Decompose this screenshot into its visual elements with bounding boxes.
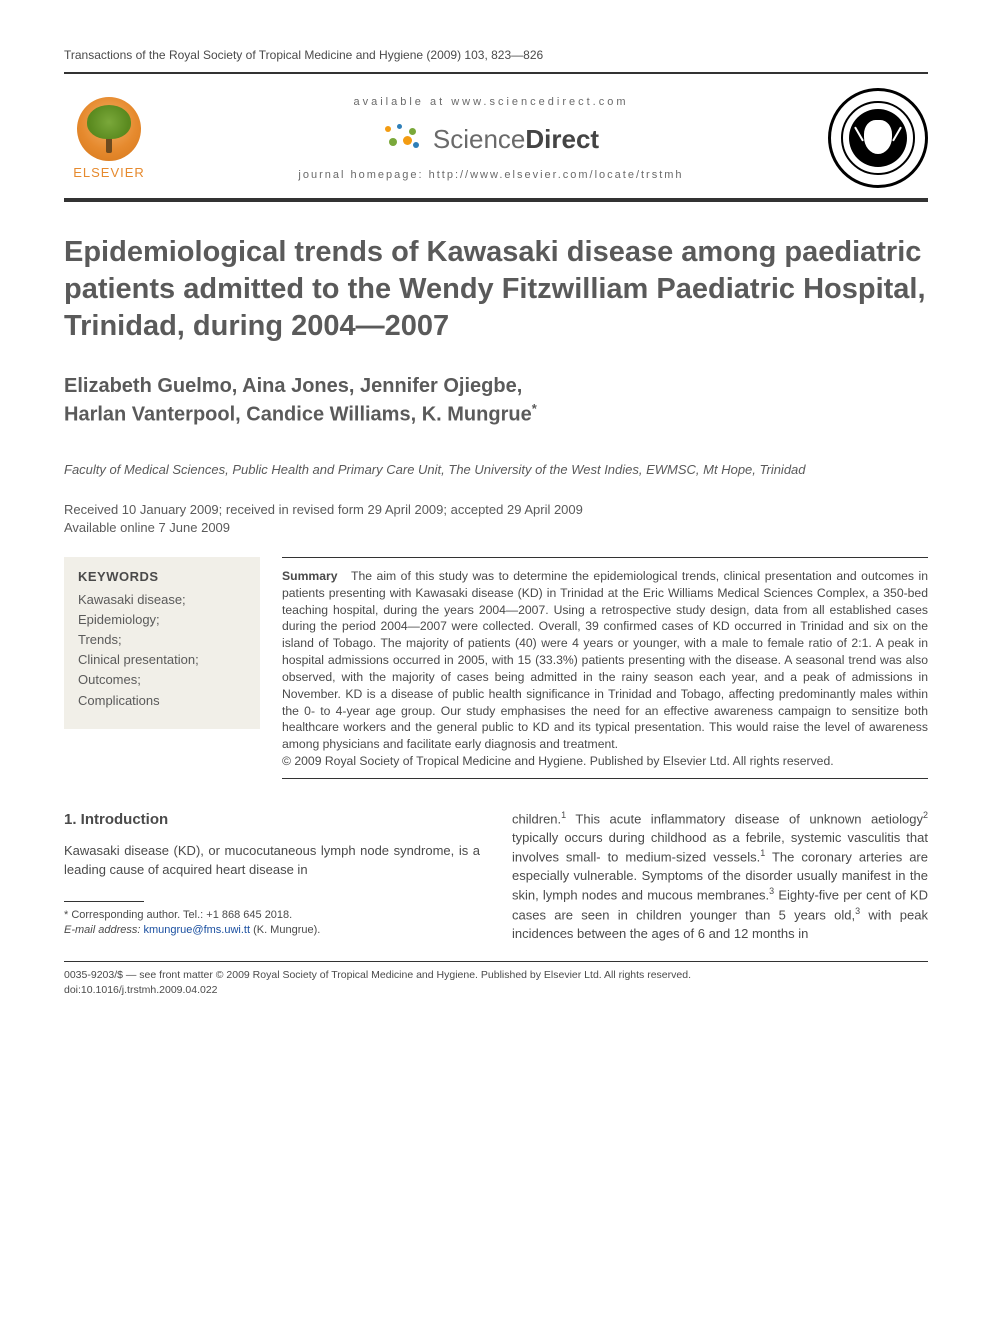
abstract-row: KEYWORDS Kawasaki disease; Epidemiology;…	[64, 557, 928, 779]
sd-word-bold: Direct	[525, 124, 599, 154]
sciencedirect-dots-icon	[383, 124, 423, 154]
footer-rule	[64, 961, 928, 962]
sd-dot	[397, 124, 402, 129]
sd-dot	[409, 128, 416, 135]
summary-body: The aim of this study was to determine t…	[282, 569, 928, 751]
elsevier-label: ELSEVIER	[64, 165, 154, 180]
body-columns: 1. Introduction Kawasaki disease (KD), o…	[64, 809, 928, 943]
summary-label: Summary	[282, 569, 338, 583]
elsevier-tree-icon	[77, 97, 141, 161]
intro-para-right: children.1 This acute inflammatory disea…	[512, 809, 928, 943]
summary-column: Summary The aim of this study was to det…	[282, 557, 928, 779]
sd-dot	[389, 138, 397, 146]
keywords-box: KEYWORDS Kawasaki disease; Epidemiology;…	[64, 557, 260, 729]
authors-line-1: Elizabeth Guelmo, Aina Jones, Jennifer O…	[64, 375, 522, 397]
sd-dot	[403, 136, 412, 145]
summary-text: Summary The aim of this study was to det…	[282, 558, 928, 778]
elsevier-logo-block: ELSEVIER	[64, 97, 154, 180]
text-frag: children.	[512, 811, 561, 826]
footnote-email-line: E-mail address: kmungrue@fms.uwi.tt (K. …	[64, 923, 480, 938]
header-rule-bottom	[64, 198, 928, 202]
journal-cover-logo	[828, 88, 928, 188]
corresponding-marker: *	[532, 401, 537, 416]
footer-doi: doi:10.1016/j.trstmh.2009.04.022	[64, 984, 218, 996]
mosquito-icon	[864, 120, 892, 154]
ref-marker: 2	[923, 810, 928, 820]
corresponding-author-footnote: * Corresponding author. Tel.: +1 868 645…	[64, 908, 480, 939]
sciencedirect-wordmark: ScienceDirect	[433, 124, 599, 155]
footer-text: 0035-9203/$ — see front matter © 2009 Ro…	[64, 968, 928, 997]
summary-copyright: © 2009 Royal Society of Tropical Medicin…	[282, 754, 834, 768]
sciencedirect-logo: ScienceDirect	[383, 124, 599, 155]
body-col-right: children.1 This acute inflammatory disea…	[512, 809, 928, 943]
author-list: Elizabeth Guelmo, Aina Jones, Jennifer O…	[64, 373, 928, 429]
summary-bottom-rule	[282, 778, 928, 779]
footnote-tel: * Corresponding author. Tel.: +1 868 645…	[64, 908, 480, 923]
sd-word-light: Science	[433, 124, 526, 154]
available-at: available at www.sciencedirect.com	[174, 96, 808, 108]
section-heading: 1. Introduction	[64, 809, 480, 830]
keywords-heading: KEYWORDS	[78, 569, 246, 584]
journal-logo-disk	[849, 109, 907, 167]
footnote-email-paren: (K. Mungrue).	[250, 924, 320, 936]
header-band: ELSEVIER available at www.sciencedirect.…	[64, 74, 928, 198]
journal-reference: Transactions of the Royal Society of Tro…	[64, 48, 928, 62]
footnote-email-link[interactable]: kmungrue@fms.uwi.tt	[143, 924, 250, 936]
intro-para-left: Kawasaki disease (KD), or mucocutaneous …	[64, 842, 480, 879]
footnote-email-label: E-mail address:	[64, 924, 143, 936]
affiliation: Faculty of Medical Sciences, Public Heal…	[64, 461, 928, 479]
keywords-list: Kawasaki disease; Epidemiology; Trends; …	[78, 590, 246, 711]
header-center: available at www.sciencedirect.com Scien…	[154, 96, 828, 181]
article-dates: Received 10 January 2009; received in re…	[64, 501, 928, 537]
available-online-line: Available online 7 June 2009	[64, 520, 230, 535]
body-col-left: 1. Introduction Kawasaki disease (KD), o…	[64, 809, 480, 943]
footnote-rule	[64, 901, 144, 902]
journal-homepage: journal homepage: http://www.elsevier.co…	[174, 169, 808, 181]
sd-dot	[413, 142, 419, 148]
authors-line-2: Harlan Vanterpool, Candice Williams, K. …	[64, 404, 532, 426]
received-line: Received 10 January 2009; received in re…	[64, 502, 583, 517]
text-frag: This acute inflammatory disease of unkno…	[566, 811, 923, 826]
footer-copyright: 0035-9203/$ — see front matter © 2009 Ro…	[64, 969, 691, 981]
article-title: Epidemiological trends of Kawasaki disea…	[64, 234, 928, 345]
sd-dot	[385, 126, 391, 132]
